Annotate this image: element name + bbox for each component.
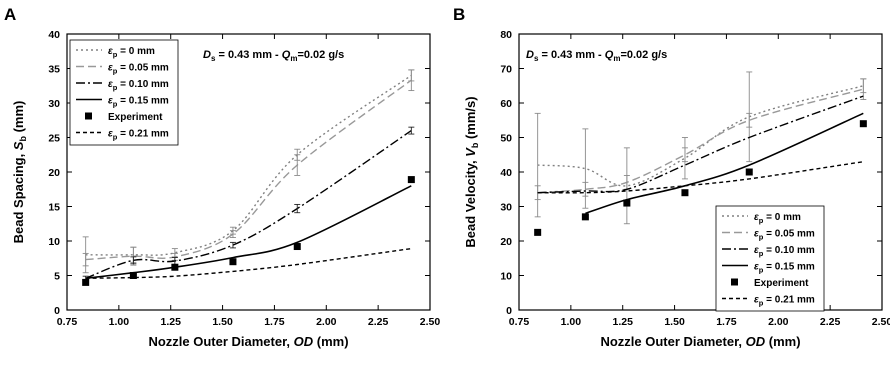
y-axis-title: Bead Velocity, Vb (mm/s) — [463, 96, 480, 247]
condition-annotation: Ds = 0.43 mm - Qm=0.02 g/s — [526, 49, 667, 63]
y-tick-label: 10 — [500, 271, 512, 283]
legend-swatch-experiment — [85, 112, 92, 120]
plot-frame — [518, 33, 883, 311]
x-tick-label: 1.00 — [109, 316, 130, 328]
experiment-point — [859, 120, 867, 128]
x-tick-label: 2.00 — [768, 316, 789, 328]
experiment-point — [129, 272, 137, 279]
y-tick-label: 50 — [500, 133, 512, 145]
legend-swatch-experiment — [731, 278, 738, 286]
legend-label: εp = 0.10 mm — [108, 79, 169, 92]
y-tick-label: 0 — [54, 305, 60, 317]
legend: εp = 0 mm εp = 0.05 mm εp = 0.10 mm εp = 0.… — [715, 205, 825, 312]
series-line-eps021 — [537, 161, 864, 194]
x-tick-label: 1.25 — [612, 316, 633, 328]
panel-b: B 0.75 1.00 1.25 1.50 1.75 2.00 2.25 2.50 0 10 20 30… — [453, 5, 890, 349]
experiment-point — [82, 278, 90, 286]
legend-box — [69, 39, 179, 146]
series-line-eps010 — [537, 95, 864, 194]
x-tick-label: 0.75 — [57, 316, 78, 328]
series-line-eps0 — [85, 74, 412, 256]
legend-label: εp = 0.05 mm — [108, 63, 169, 76]
series-line-eps0 — [537, 85, 864, 187]
experiment-point — [229, 258, 237, 266]
legend-label: Experiment — [754, 278, 809, 289]
y-tick-label: 5 — [54, 271, 60, 283]
legend-label: εp = 0.21 mm — [754, 295, 815, 308]
panel-a: A 0.75 1.00 1.25 1.50 1.75 2.00 2.25 2.50 0 5 10 15 2… — [4, 5, 440, 349]
y-tick-label: 20 — [500, 236, 512, 248]
legend-label: εp = 0.05 mm — [754, 229, 815, 242]
y-tick-label: 0 — [506, 305, 512, 317]
y-tick-label: 80 — [500, 29, 512, 41]
x-tick-label: 1.25 — [160, 316, 181, 328]
y-tick-label: 20 — [48, 167, 60, 179]
experiment-point — [623, 199, 631, 207]
x-tick-label: 2.50 — [872, 316, 890, 328]
legend-label: εp = 0.10 mm — [754, 245, 815, 258]
experiment-point — [171, 263, 179, 271]
experiment-point — [407, 176, 415, 184]
x-tick-label: 1.50 — [664, 316, 685, 328]
legend-label: εp = 0.15 mm — [754, 262, 815, 275]
y-tick-label: 30 — [500, 202, 512, 214]
y-tick-label: 25 — [48, 133, 60, 145]
y-tick-label: 60 — [500, 98, 512, 110]
series-line-eps005 — [537, 88, 864, 194]
x-tick-label: 1.00 — [561, 316, 582, 328]
x-axis-title: Nozzle Outer Diameter, OD (mm) — [600, 334, 800, 349]
y-tick-label: 70 — [500, 64, 512, 76]
x-tick-label: 1.50 — [212, 316, 233, 328]
y-tick-label: 40 — [48, 29, 60, 41]
experiment-point — [534, 228, 542, 236]
legend-label: Experiment — [108, 112, 163, 123]
panel-label: B — [453, 5, 465, 24]
x-tick-label: 2.50 — [420, 316, 441, 328]
experiment-point — [745, 168, 753, 176]
experiment-point — [681, 189, 689, 197]
x-tick-label: 1.75 — [716, 316, 737, 328]
x-tick-label: 2.25 — [820, 316, 841, 328]
legend: εp = 0 mm εp = 0.05 mm εp = 0.10 mm εp = 0.… — [69, 39, 179, 146]
y-tick-label: 40 — [500, 167, 512, 179]
series-line-eps015 — [85, 185, 412, 280]
condition-annotation: Ds = 0.43 mm - Qm=0.02 g/s — [203, 49, 344, 63]
legend-label: εp = 0.15 mm — [108, 96, 169, 109]
x-tick-label: 2.25 — [368, 316, 389, 328]
x-axis-title: Nozzle Outer Diameter, OD (mm) — [148, 334, 348, 349]
legend-label: εp = 0 mm — [108, 46, 155, 59]
x-tick-label: 0.75 — [509, 316, 530, 328]
y-tick-label: 30 — [48, 98, 60, 110]
panel-label: A — [4, 5, 16, 24]
legend-label: εp = 0.21 mm — [108, 129, 169, 142]
y-tick-label: 35 — [48, 64, 60, 76]
x-tick-label: 1.75 — [264, 316, 285, 328]
legend-label: εp = 0 mm — [754, 212, 801, 225]
experiment-point — [581, 213, 589, 221]
y-tick-label: 15 — [48, 202, 60, 214]
y-tick-label: 10 — [48, 236, 60, 248]
y-axis-title: Bead Spacing, Sb (mm) — [11, 101, 28, 244]
x-tick-label: 2.00 — [316, 316, 337, 328]
series-line-eps015 — [585, 112, 864, 215]
experiment-point — [293, 243, 301, 251]
series-line-eps005 — [85, 79, 412, 261]
legend-box — [715, 205, 825, 312]
